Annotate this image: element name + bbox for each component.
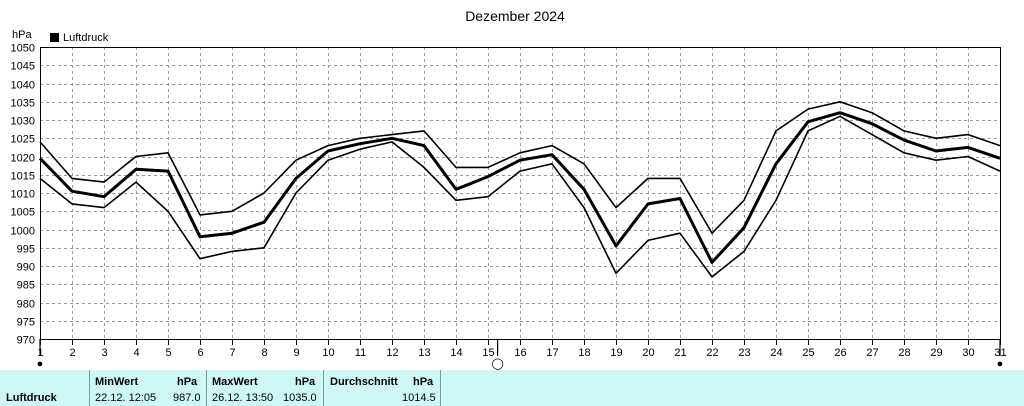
y-axis: 970 975 980 985 990 995 1000 1005 1010 1015 1020 10… <box>11 43 35 347</box>
x-tick-label: 4 <box>133 347 139 359</box>
x-tick-label: 27 <box>866 347 878 359</box>
min-label: MinWert <box>95 376 139 388</box>
y-tick-label: 1030 <box>11 116 35 128</box>
x-tick-label: 6 <box>197 347 203 359</box>
series-lines <box>38 101 1001 278</box>
y-axis-unit: hPa <box>12 29 32 41</box>
x-tick-label: 24 <box>770 347 782 359</box>
x-tick-label: 13 <box>418 347 430 359</box>
y-tick-label: 1040 <box>11 80 35 92</box>
avg-unit: hPa <box>413 376 434 388</box>
x-tick-label: 16 <box>514 347 526 359</box>
stats-divider <box>440 370 441 406</box>
x-tick-label: 21 <box>674 347 686 359</box>
x-tick-label: 17 <box>546 347 558 359</box>
x-tick-label: 12 <box>386 347 398 359</box>
x-tick-label: 25 <box>802 347 814 359</box>
legend-swatch <box>50 33 59 42</box>
stats-divider <box>89 370 90 406</box>
moon-phase-icon: ● <box>997 358 1004 370</box>
moon-phase-icon: ● <box>37 358 44 370</box>
x-tick-label: 9 <box>293 347 299 359</box>
x-tick-label: 10 <box>322 347 334 359</box>
x-tick-label: 20 <box>642 347 654 359</box>
x-tick-label: 23 <box>738 347 750 359</box>
y-tick-label: 970 <box>17 335 35 347</box>
x-axis: 1234567891011121314151617181920212223242… <box>37 339 1007 359</box>
x-tick-label: 29 <box>930 347 942 359</box>
max-value: 1035.0 <box>283 392 317 404</box>
y-tick-label: 1045 <box>11 61 35 73</box>
moon-phase-markers: ● ◯ ● <box>37 339 1004 370</box>
avg-label: Durchschnitt <box>330 376 398 388</box>
y-tick-label: 985 <box>17 280 35 292</box>
pressure-chart: Dezember 2024 hPa Luftdruck 970975980985… <box>11 8 1007 370</box>
x-tick-label: 26 <box>834 347 846 359</box>
y-tick-label: 1050 <box>11 43 35 55</box>
plot-frame <box>40 47 1001 340</box>
y-tick-label: 1025 <box>11 134 35 146</box>
x-tick-label: 22 <box>706 347 718 359</box>
x-tick-label: 18 <box>578 347 590 359</box>
y-tick-label: 1020 <box>11 153 35 165</box>
y-tick-label: 1005 <box>11 207 35 219</box>
x-tick-label: 11 <box>355 347 366 359</box>
x-tick-label: 30 <box>962 347 974 359</box>
x-tick-label: 14 <box>450 347 462 359</box>
y-tick-label: 1035 <box>11 98 35 110</box>
max-label: MaxWert <box>212 376 258 388</box>
stats-divider <box>323 370 324 406</box>
max-unit: hPa <box>295 376 316 388</box>
min-value: 987.0 <box>173 392 201 404</box>
x-tick-label: 5 <box>165 347 171 359</box>
x-tick-label: 19 <box>610 347 622 359</box>
x-tick-label: 3 <box>101 347 107 359</box>
stats-divider <box>206 370 207 406</box>
grid <box>40 47 1000 339</box>
y-tick-label: 980 <box>17 299 35 311</box>
avg-value: 1014.5 <box>402 392 436 404</box>
legend-label: Luftdruck <box>63 32 109 44</box>
chart-title: Dezember 2024 <box>465 8 565 24</box>
x-tick-label: 2 <box>69 347 75 359</box>
statistics-bar: Luftdruck MinWert hPa 22.12. 12:05 987.0… <box>0 370 1024 406</box>
y-tick-label: 1000 <box>11 226 35 238</box>
y-tick-label: 1015 <box>11 171 35 183</box>
min-time: 22.12. 12:05 <box>95 392 157 404</box>
moon-phase-icon: ◯ <box>491 358 503 370</box>
series-line <box>39 115 1001 278</box>
series-line <box>39 101 1001 234</box>
x-tick-label: 15 <box>482 347 494 359</box>
y-tick-label: 990 <box>17 262 35 274</box>
y-tick-label: 1010 <box>11 189 35 201</box>
max-time: 26.12. 13:50 <box>212 392 274 404</box>
x-tick-label: 8 <box>261 347 267 359</box>
series-line <box>38 111 1001 264</box>
min-unit: hPa <box>177 376 198 388</box>
x-tick-label: 7 <box>229 347 235 359</box>
y-tick-label: 995 <box>17 244 35 256</box>
y-tick-label: 975 <box>17 317 35 329</box>
x-tick-label: 28 <box>898 347 910 359</box>
stats-series-name: Luftdruck <box>6 392 57 404</box>
